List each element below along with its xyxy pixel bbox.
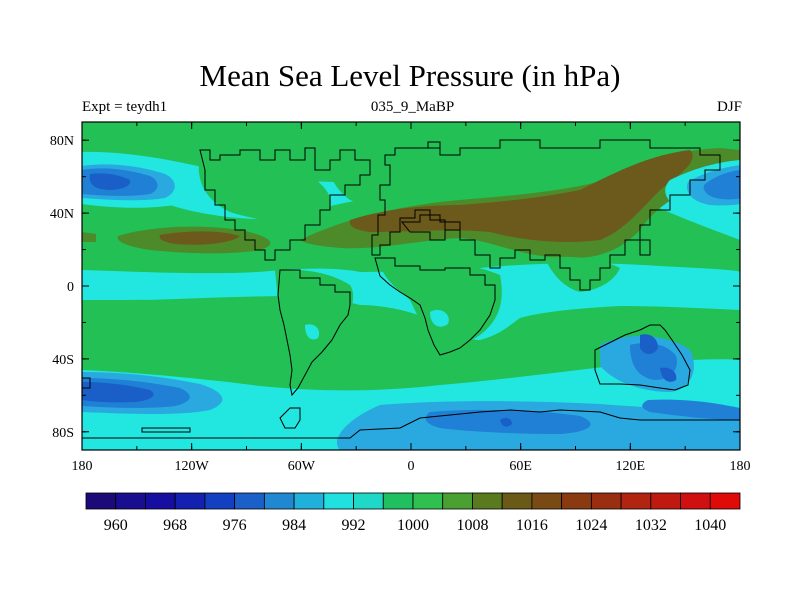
- japan-coast: [639, 239, 651, 256]
- edge-olive: [82, 232, 96, 242]
- eurasia-coast: [371, 139, 721, 291]
- eurasia-high: [328, 139, 740, 222]
- y-tick-label: 80N: [50, 134, 74, 149]
- africa-spot: [430, 309, 449, 327]
- y-tick-label: 80S: [52, 426, 74, 441]
- colorbar-swatch: [234, 492, 265, 510]
- colorbar-swatch: [412, 492, 444, 510]
- colorbar-label: 1008: [456, 517, 488, 534]
- x-tick-label: 60E: [509, 459, 532, 474]
- colorbar-swatch: [680, 492, 711, 510]
- colorbar-swatch: [323, 492, 354, 510]
- colorbar-label: 960: [104, 517, 128, 534]
- period-label: 035_9_MaBP: [370, 99, 455, 115]
- australia-dark-blue-2: [660, 367, 677, 382]
- colorbar-swatch: [650, 492, 681, 510]
- field-bottom: [82, 450, 740, 456]
- x-tick-label: 60W: [288, 459, 316, 474]
- colorbar-swatch: [174, 492, 206, 510]
- colorbar-label: 1032: [635, 517, 667, 534]
- colorbar-swatch: [115, 492, 146, 510]
- colorbar-swatch: [501, 492, 533, 510]
- colorbar-label: 968: [163, 517, 187, 534]
- y-tick-label: 40N: [50, 207, 74, 222]
- colorbar-swatch: [85, 492, 117, 510]
- colorbar-swatch: [263, 492, 295, 510]
- antarctic-east-blue: [642, 399, 740, 420]
- colorbar-swatch: [709, 492, 741, 510]
- north-america-high: [198, 153, 331, 223]
- x-tick-label: 0: [408, 459, 415, 474]
- coastlines: [82, 139, 740, 439]
- colorbar-swatch: [145, 492, 176, 510]
- colorbar-swatch: [353, 492, 384, 510]
- colorbar-swatch: [293, 492, 325, 510]
- south-pacific-green: [82, 298, 290, 392]
- y-axis: 80N 40N 0 40S 80S: [50, 134, 740, 441]
- colorbar-swatch: [442, 492, 473, 510]
- colorbar-swatch: [620, 492, 652, 510]
- x-tick-label: 120E: [616, 459, 646, 474]
- colorbar-swatch: [204, 492, 236, 510]
- colorbar-label: 992: [342, 517, 366, 534]
- aleutian-east-mid: [703, 170, 740, 200]
- x-tick-label: 120W: [175, 459, 210, 474]
- x-tick-label: 180: [72, 459, 93, 474]
- atlantic-brown: [159, 231, 240, 245]
- colorbar-label: 984: [282, 517, 306, 534]
- south-america-spot: [305, 324, 320, 340]
- aleutian-dark-blue: [89, 173, 131, 190]
- colorbar-swatch: [382, 492, 414, 510]
- australia-dark-blue-1: [640, 334, 658, 354]
- colorbar-swatch: [561, 492, 592, 510]
- colorbar-swatch: [590, 492, 622, 510]
- north-america-coast: [199, 147, 371, 261]
- west-edge-coast: [82, 377, 91, 389]
- ross-shelf-coast: [141, 427, 191, 433]
- africa-coast: [374, 257, 496, 356]
- y-tick-label: 0: [67, 280, 74, 295]
- x-tick-label: 180: [730, 459, 751, 474]
- australia-coast: [594, 324, 691, 391]
- colorbar-label: 1024: [575, 517, 607, 534]
- colorbar-label: 1040: [694, 517, 726, 534]
- south-america-coast: [277, 269, 351, 397]
- india-land: [545, 256, 620, 292]
- africa-land: [380, 261, 502, 355]
- island-coast: [427, 141, 441, 149]
- south-atlantic-indian-green: [290, 305, 740, 392]
- x-axis: 180 120W 60W 0 60E 120E 180: [72, 122, 751, 474]
- colorbar: 960 968 976 984 992 1000 1008 1016 1024 1032 1040: [85, 492, 741, 534]
- antarctic-peninsula-coast: [279, 407, 301, 429]
- colorbar-swatch: [472, 492, 503, 510]
- colorbar-label: 1016: [516, 517, 548, 534]
- pressure-field: [82, 122, 740, 456]
- colorbar-label: 1000: [397, 517, 429, 534]
- experiment-label: Expt = teydh1: [82, 99, 168, 115]
- antarctica-coast: [82, 409, 740, 439]
- small-low-patch: [500, 417, 512, 427]
- siberian-high: [349, 150, 693, 243]
- south-pacific-low-dark: [82, 382, 154, 403]
- season-label: DJF: [716, 99, 742, 115]
- y-tick-label: 40S: [52, 353, 74, 368]
- colorbar-label: 976: [223, 517, 247, 534]
- map-title: Mean Sea Level Pressure (in hPa): [199, 58, 621, 93]
- mediterranean-coast: [400, 214, 461, 241]
- colorbar-swatch: [531, 492, 563, 510]
